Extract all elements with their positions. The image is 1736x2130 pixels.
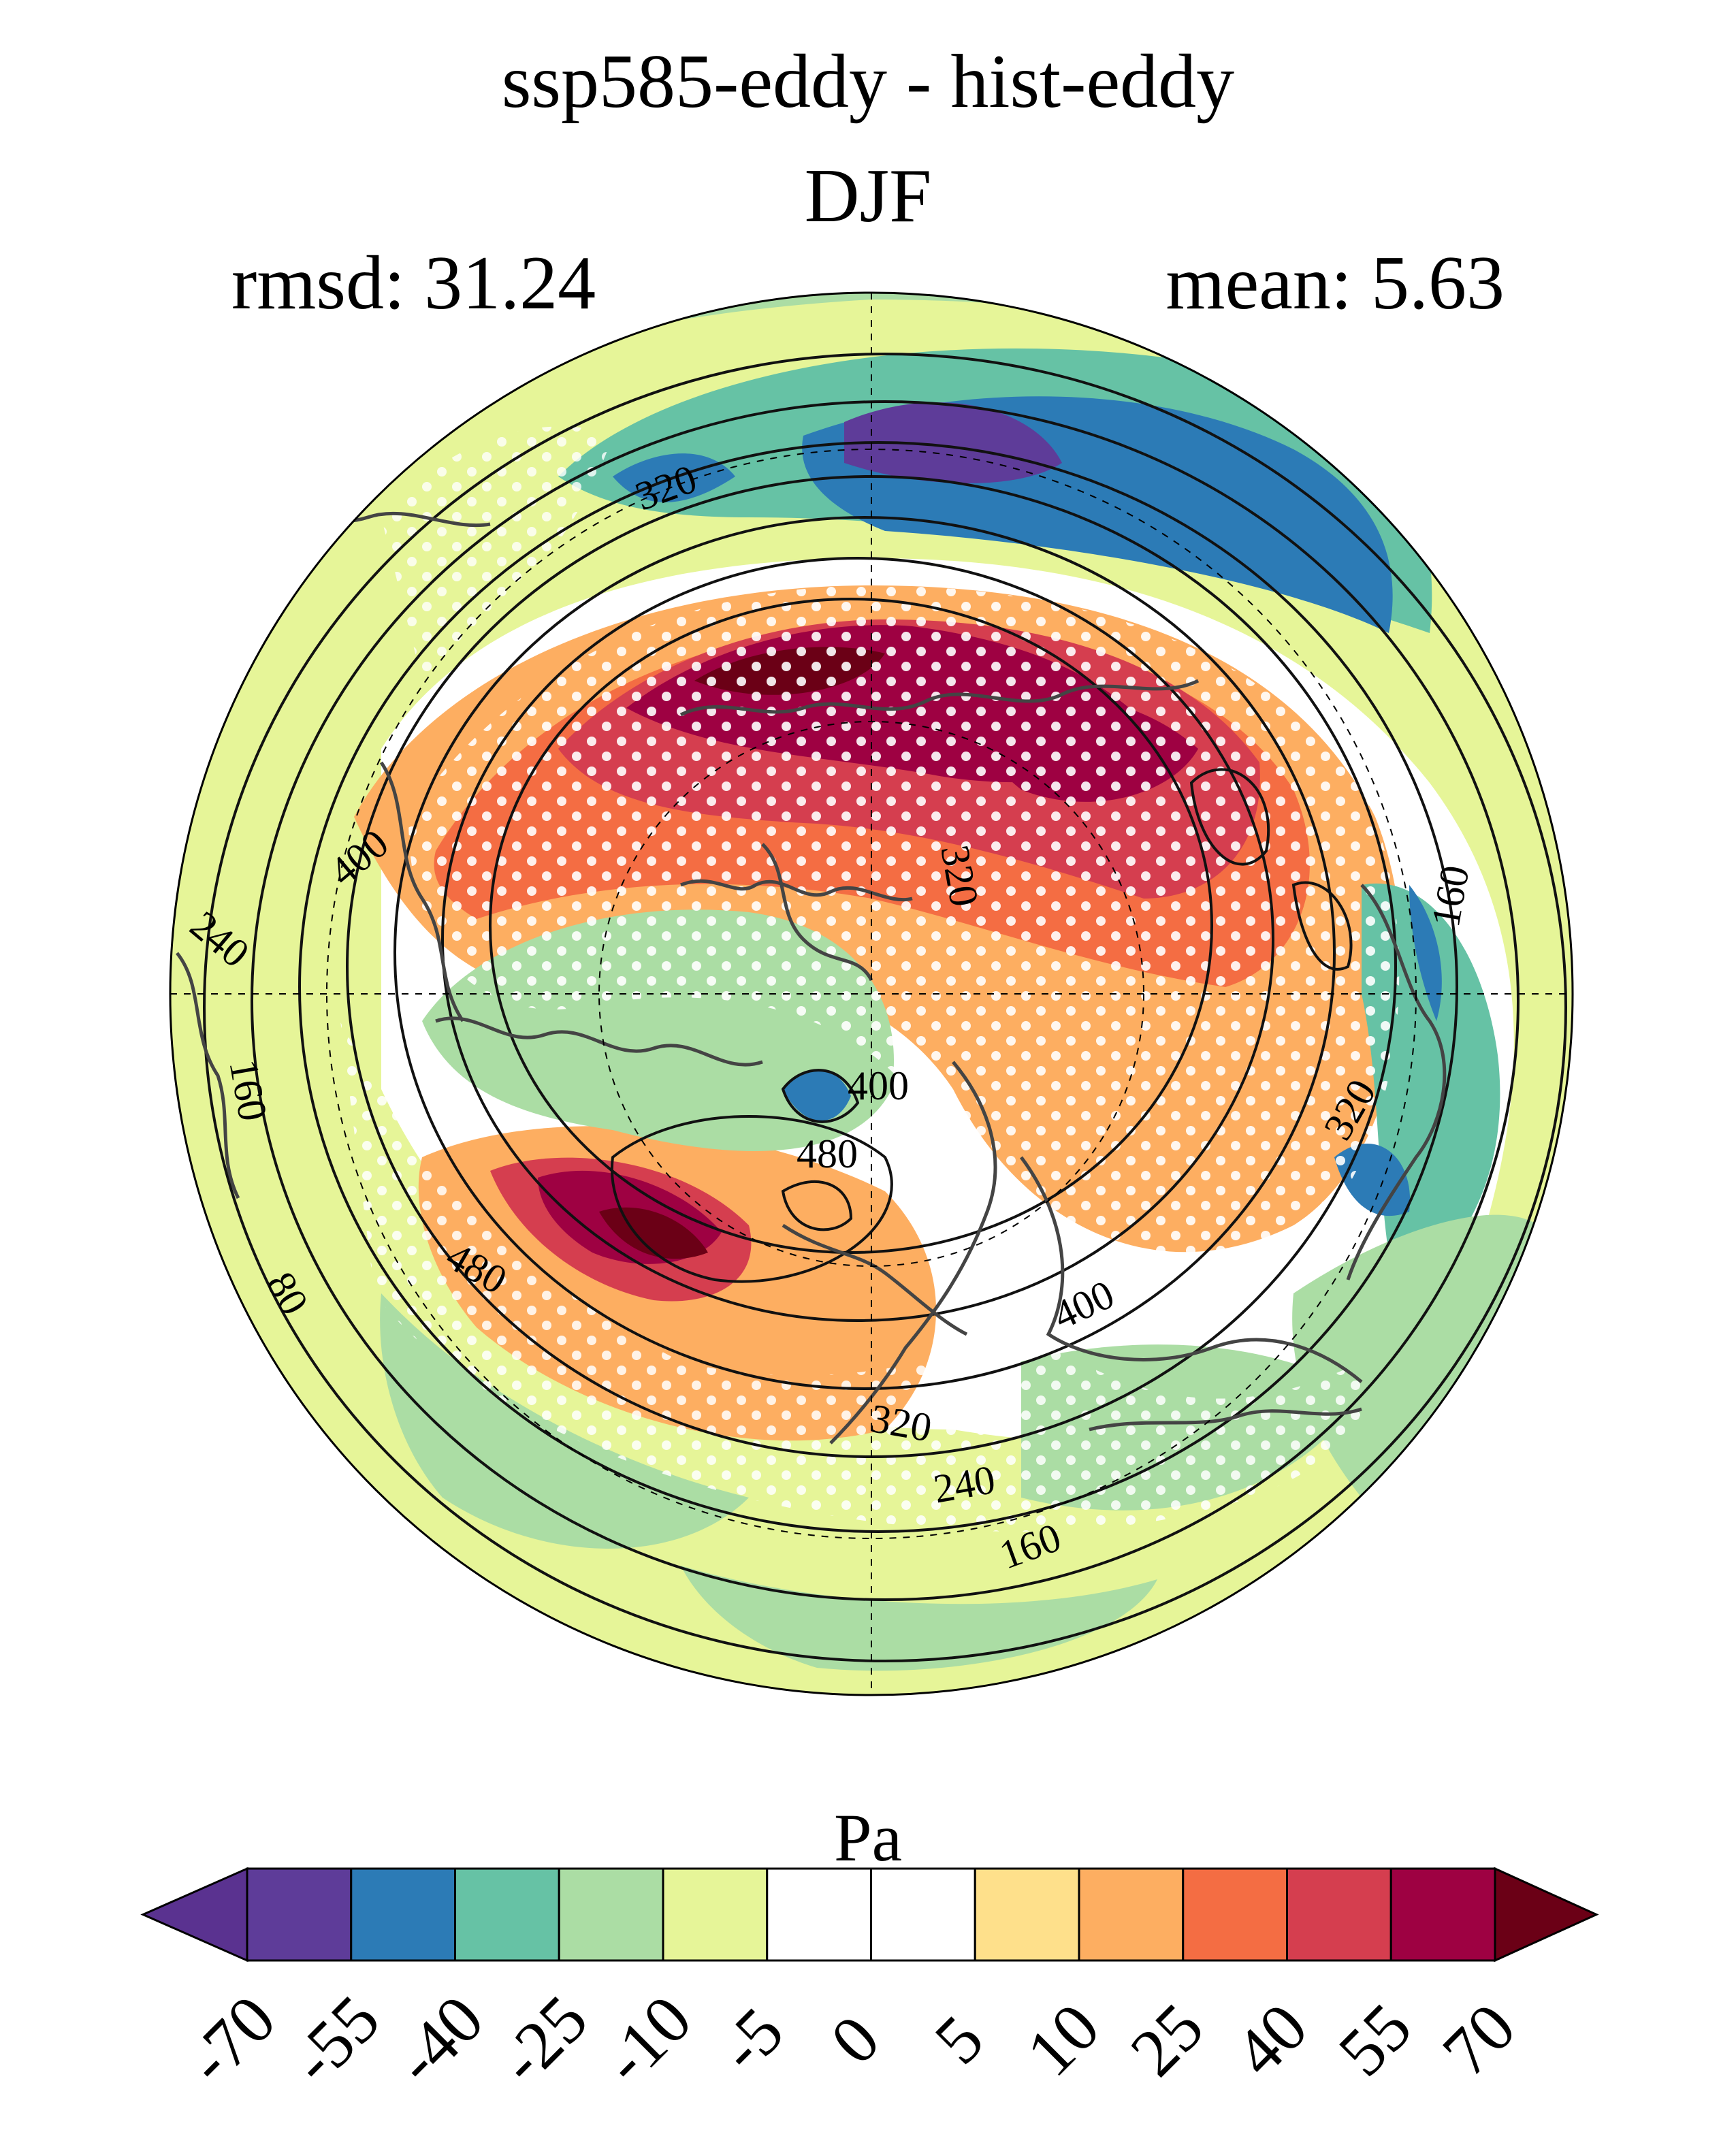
colorbar-box bbox=[350, 1867, 456, 1962]
contour-label: 160 bbox=[1423, 862, 1478, 930]
colorbar-box bbox=[870, 1867, 976, 1962]
colorbar-tick-label: -55 bbox=[276, 1981, 394, 2099]
colorbar-box bbox=[1389, 1867, 1496, 1962]
colorbar-tick-label: -25 bbox=[484, 1981, 602, 2099]
contour-label: 480 bbox=[797, 1131, 858, 1176]
contour-label: 240 bbox=[930, 1457, 998, 1512]
colorbar-tick-label: 25 bbox=[1116, 1989, 1217, 2091]
colorbar-unit: Pa bbox=[834, 1800, 902, 1875]
map-boundary bbox=[169, 291, 1574, 1696]
colorbar-tick-label: -10 bbox=[588, 1981, 706, 2099]
polar-map: 320 400 240 160 80 480 400 480 320 400 3… bbox=[169, 291, 1574, 1696]
colorbar-tick-label: 0 bbox=[816, 2001, 894, 2078]
contour-label: 320 bbox=[932, 841, 987, 909]
colorbar-under-triangle bbox=[140, 1867, 248, 1963]
colorbar: -70-55-40-25-10-5 0 5 10 25 40 55 70 bbox=[140, 1867, 1599, 2099]
colorbar-tick-label: 10 bbox=[1012, 1989, 1114, 2091]
map-fill bbox=[170, 293, 1573, 1695]
colorbar-tick-label: -5 bbox=[704, 1993, 797, 2086]
colorbar-tick-label: 5 bbox=[920, 2001, 998, 2078]
colorbar-over-triangle bbox=[1494, 1867, 1599, 1963]
colorbar-tick-label: 70 bbox=[1428, 1989, 1530, 2091]
plot-title: ssp585-eddy - hist-eddy bbox=[501, 39, 1235, 124]
colorbar-tick-label: 55 bbox=[1324, 1989, 1426, 2091]
colorbar-box bbox=[662, 1867, 769, 1962]
colorbar-box bbox=[246, 1867, 353, 1962]
colorbar-box bbox=[766, 1867, 872, 1962]
contour-labels: 320 400 240 160 80 480 400 480 320 400 3… bbox=[182, 456, 1477, 1578]
colorbar-box bbox=[1286, 1867, 1392, 1962]
contour-label: 320 bbox=[867, 1395, 935, 1451]
rmsd-label: rmsd: 31.24 bbox=[231, 241, 596, 325]
colorbar-tick-label: 40 bbox=[1220, 1989, 1321, 2091]
contour-label: 160 bbox=[221, 1056, 276, 1124]
colorbar-tick-label: -40 bbox=[380, 1981, 498, 2099]
colorbar-box bbox=[1078, 1867, 1185, 1962]
colorbar-box bbox=[454, 1867, 560, 1962]
colorbar-box bbox=[974, 1867, 1080, 1962]
colorbar-box bbox=[558, 1867, 664, 1962]
colorbar-box bbox=[1182, 1867, 1288, 1962]
contour-label: 400 bbox=[848, 1063, 909, 1108]
season-label: DJF bbox=[804, 154, 932, 238]
colorbar-tick-label: -70 bbox=[172, 1981, 290, 2099]
mean-label: mean: 5.63 bbox=[1166, 241, 1505, 325]
